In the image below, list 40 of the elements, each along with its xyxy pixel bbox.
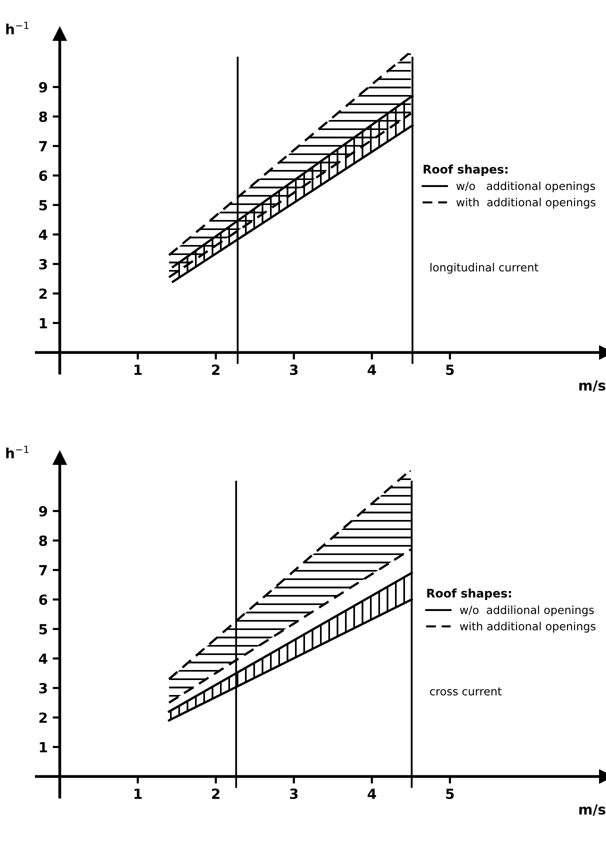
y-tick-label: 5	[39, 200, 47, 210]
y-tick-label: 2	[39, 712, 47, 723]
y-tick-label: 3	[39, 258, 47, 270]
y-axis-title: h$^{−1}$	[6, 446, 28, 458]
y-tick-label: 8	[39, 535, 48, 546]
legend-label: w/o addilional openings	[460, 606, 594, 616]
legend-title: Roof shapes:	[427, 588, 511, 600]
legend-title: Roof shapes:	[424, 164, 508, 176]
x-tick-label: 3	[290, 788, 298, 800]
y-tick-label: 1	[40, 742, 48, 752]
x-axis-title: m/s	[579, 380, 606, 392]
y-tick-label: 7	[39, 565, 47, 576]
y-tick-label: 7	[39, 141, 47, 152]
x-tick-label: 4	[368, 364, 376, 375]
annotation: longitudinal current	[430, 262, 538, 274]
y-tick-label: 9	[39, 506, 48, 516]
x-tick-label: 2	[212, 788, 220, 799]
y-tick-label: 4	[38, 230, 48, 240]
y-tick-label: 1	[40, 318, 48, 328]
legend-label: with additional openings	[460, 622, 596, 633]
x-tick-label: 4	[368, 788, 376, 799]
y-axis-title: h$^{−1}$	[6, 22, 28, 34]
x-tick-label: 3	[290, 364, 298, 376]
y-tick-label: 6	[39, 170, 48, 181]
y-tick-label: 2	[39, 288, 47, 299]
legend-label: w/o additional openings	[456, 182, 596, 192]
x-tick-label: 2	[212, 364, 220, 375]
x-tick-label: 5	[446, 788, 454, 800]
legend-label: with additional openings	[456, 198, 596, 209]
y-tick-label: 5	[39, 624, 47, 634]
x-tick-label: 1	[134, 364, 142, 375]
annotation: cross current	[430, 688, 502, 696]
y-tick-label: 3	[39, 682, 47, 694]
y-tick-label: 6	[39, 594, 48, 605]
x-axis-title: m/s	[579, 804, 606, 816]
y-tick-label: 8	[39, 111, 48, 122]
y-tick-label: 9	[39, 82, 48, 92]
x-tick-label: 1	[134, 788, 142, 799]
x-tick-label: 5	[446, 364, 454, 376]
y-tick-label: 4	[38, 654, 48, 664]
